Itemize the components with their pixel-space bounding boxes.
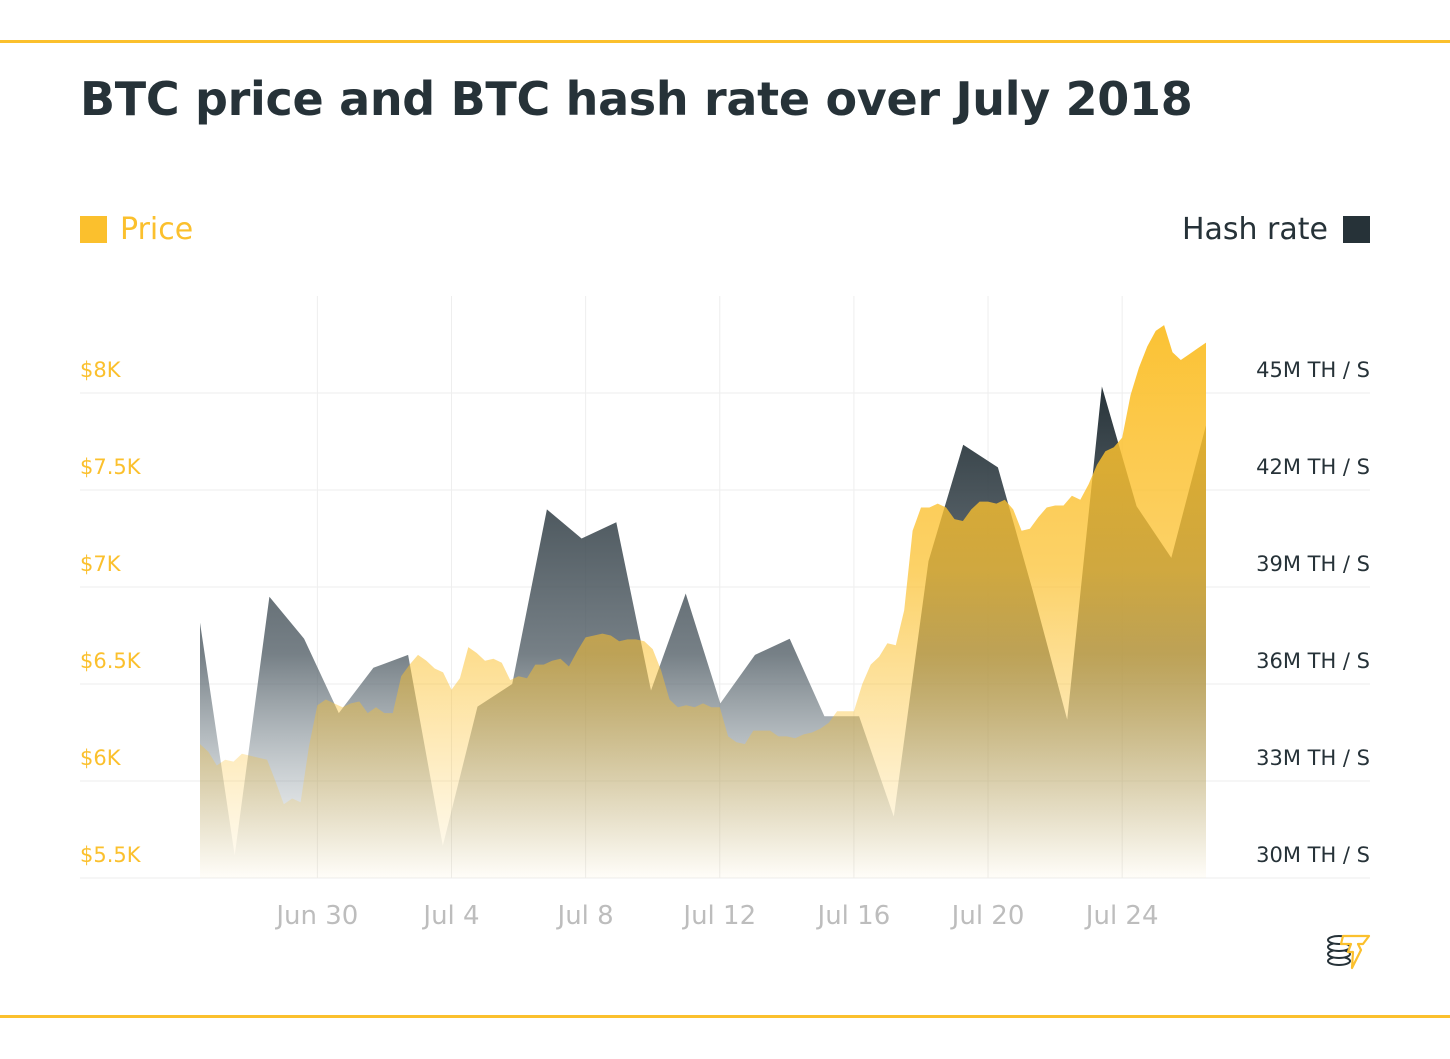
x-tick-label: Jul 12 (681, 901, 756, 931)
series-areas (200, 325, 1206, 879)
y-right-tick-label: 39M TH / S (1256, 552, 1370, 576)
legend-hash-rate: Hash rate (1182, 212, 1370, 247)
y-left-tick-label: $7K (80, 552, 122, 576)
y-right-tick-label: 45M TH / S (1256, 358, 1370, 382)
axis-labels: $5.5K $6K $6.5K $7K $7.5K $8K 30M TH / S 33M TH… (80, 358, 1370, 931)
price-area (200, 325, 1206, 879)
x-tick-label: Jul 16 (816, 901, 891, 931)
y-left-tick-label: $7.5K (80, 455, 142, 479)
x-tick-label: Jul 8 (556, 901, 614, 931)
legend-price-swatch (80, 216, 107, 243)
top-rule (0, 40, 1450, 43)
y-left-tick-label: $6K (80, 746, 122, 770)
x-tick-label: Jul 4 (421, 901, 479, 931)
y-right-tick-label: 33M TH / S (1256, 746, 1370, 770)
chart-title: BTC price and BTC hash rate over July 20… (80, 72, 1193, 126)
legend-hash-rate-label: Hash rate (1181, 212, 1328, 247)
legend-price-label: Price (120, 212, 194, 247)
y-left-tick-label: $6.5K (80, 649, 142, 673)
bottom-rule (0, 1015, 1450, 1018)
x-tick-label: Jun 30 (274, 901, 358, 931)
coin-stack-lightning-icon (1327, 934, 1371, 970)
legend-hash-rate-swatch (1343, 216, 1370, 243)
y-right-tick-label: 36M TH / S (1256, 649, 1370, 673)
y-right-tick-label: 30M TH / S (1256, 843, 1370, 867)
x-tick-label: Jul 20 (950, 901, 1025, 931)
x-tick-label: Jul 24 (1084, 901, 1159, 931)
y-right-tick-label: 42M TH / S (1256, 455, 1370, 479)
legend-price: Price (80, 212, 193, 247)
y-left-tick-label: $5.5K (80, 843, 142, 867)
y-left-tick-label: $8K (80, 358, 122, 382)
